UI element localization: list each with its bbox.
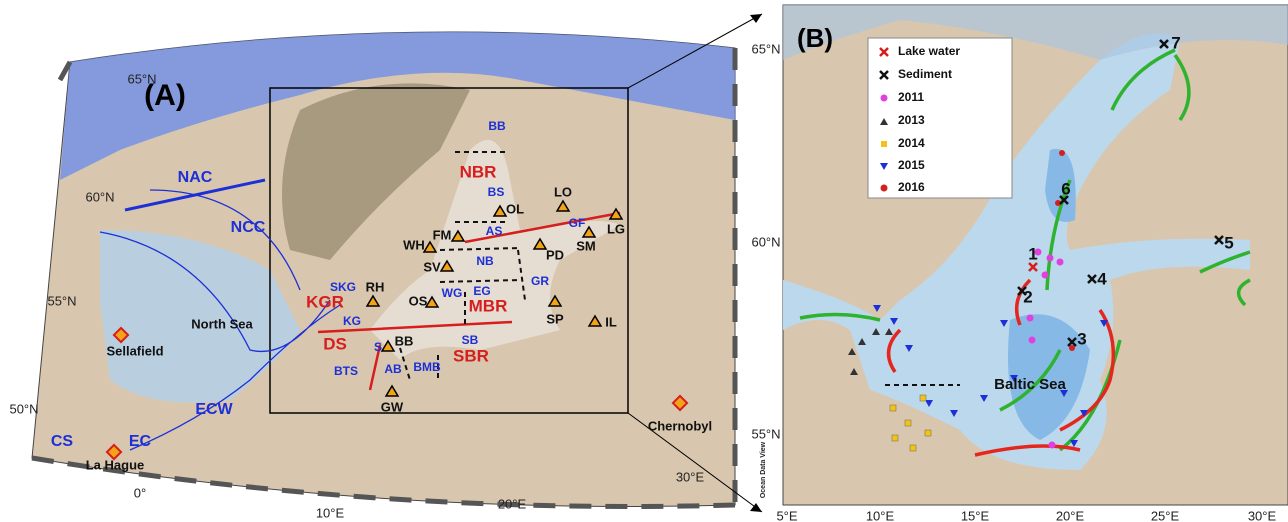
current-label: EC	[129, 433, 152, 450]
station-label: OL	[506, 201, 524, 216]
site-number: 5	[1224, 233, 1233, 252]
panel-b: Lake water Sediment 2011 2013 2014 2015 …	[751, 5, 1288, 522]
credit: Ocean Data View	[760, 441, 767, 498]
region-label: KG	[343, 314, 361, 328]
legend-label: 2013	[898, 113, 925, 127]
station-label: GW	[381, 399, 404, 414]
lat-label: 65°N	[127, 71, 156, 86]
site-number: 7	[1171, 33, 1180, 52]
region-label: AS	[486, 224, 503, 238]
legend-label: 2016	[898, 180, 925, 194]
lon-label: 25°E	[1151, 508, 1180, 522]
sea-label: Baltic Sea	[994, 376, 1066, 393]
station-label: SM	[576, 238, 596, 253]
station-label: IL	[605, 314, 617, 329]
station-label: SP	[546, 311, 564, 326]
current-label: CS	[51, 433, 74, 450]
region-label: SBR	[453, 346, 489, 365]
region-label: DS	[323, 334, 347, 353]
station-label: SV	[423, 259, 441, 274]
station-label: WH	[403, 237, 425, 252]
lon-label: 10°E	[316, 505, 345, 520]
lat-label: 60°N	[85, 189, 114, 204]
site-label: Sellafield	[106, 343, 163, 358]
region-label: S	[374, 340, 382, 354]
lon-label: 30°E	[676, 469, 705, 484]
station-label: LG	[607, 221, 625, 236]
region-label: MBR	[469, 296, 508, 315]
site-number: 3	[1077, 329, 1086, 348]
station-label: FM	[433, 227, 452, 242]
lon-label: 30°E	[1248, 508, 1277, 522]
site-number: 6	[1061, 179, 1070, 198]
region-label: NBR	[460, 162, 497, 181]
lat-label: 55°N	[47, 293, 76, 308]
lon-label: 5°E	[776, 508, 797, 522]
current-label: NCC	[231, 219, 266, 236]
site-label: Chernobyl	[648, 418, 712, 433]
lon-label: 20°E	[1056, 508, 1085, 522]
region-label: WG	[442, 286, 463, 300]
region-label: BB	[488, 119, 506, 133]
region-label: SB	[462, 333, 479, 347]
legend-label: 2011	[898, 90, 924, 104]
panel-a: (A) 65°N 60°N 55°N 50°N 0° 10°E 20°E 30°…	[9, 14, 762, 520]
region-label: BTS	[334, 364, 358, 378]
site-number: 2	[1023, 287, 1032, 306]
site-number: 1	[1028, 244, 1037, 263]
station-label: PD	[546, 247, 564, 262]
lon-label: 0°	[134, 485, 146, 500]
site-number: 4	[1097, 269, 1107, 288]
lat-label: 60°N	[751, 234, 780, 249]
legend-label: 2014	[898, 136, 925, 150]
region-label: AB	[384, 362, 402, 376]
lon-label: 20°E	[498, 496, 527, 511]
station-label: BB	[395, 333, 414, 348]
region-label: KGR	[306, 292, 344, 311]
figure: (A) 65°N 60°N 55°N 50°N 0° 10°E 20°E 30°…	[0, 0, 1288, 522]
site-label: La Hague	[86, 457, 145, 472]
station-label: RH	[366, 279, 385, 294]
lon-label: 15°E	[961, 508, 990, 522]
lat-label: 50°N	[9, 401, 38, 416]
legend-label: Lake water	[898, 44, 960, 58]
region-label: GF	[569, 216, 586, 230]
legend-label: Sediment	[898, 67, 952, 81]
station-label: OS	[409, 293, 428, 308]
region-label: BMB	[413, 360, 441, 374]
region-label: GR	[531, 274, 549, 288]
station-label: LO	[554, 184, 572, 199]
current-label: ECW	[195, 401, 233, 418]
region-label: NB	[476, 254, 494, 268]
region-label: BS	[488, 185, 505, 199]
panel-label: (B)	[797, 23, 833, 53]
current-label: NAC	[178, 169, 213, 186]
lat-label: 55°N	[751, 426, 780, 441]
lon-label: 10°E	[866, 508, 895, 522]
lat-label: 65°N	[751, 41, 780, 56]
sea-label: North Sea	[191, 316, 253, 331]
legend-label: 2015	[898, 158, 925, 172]
